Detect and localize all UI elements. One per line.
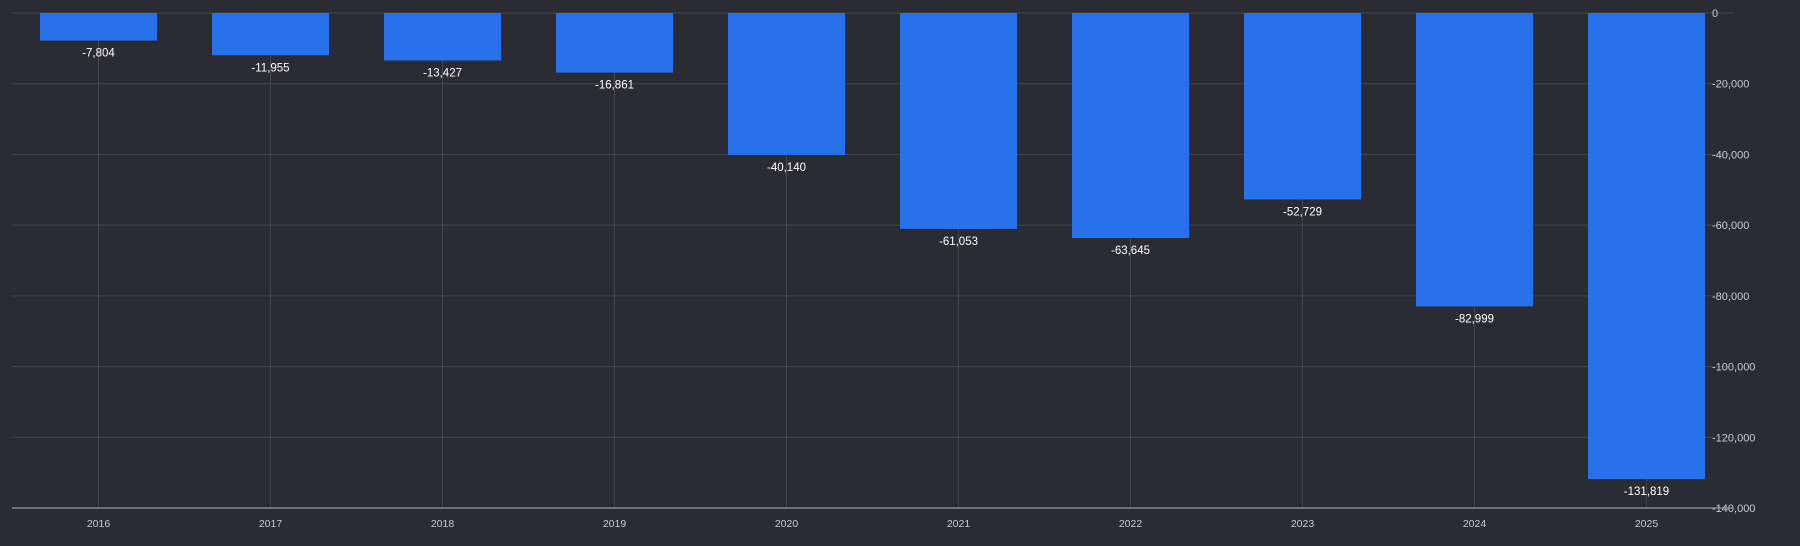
data-label-layer: -7,804 -11,955 -13,427 -16,861 -40,140 -61,05… <box>82 48 1669 498</box>
bar-2025[interactable] <box>1588 13 1705 480</box>
data-label-2019: -16,861 <box>595 80 634 92</box>
y-tick-label: -20,000 <box>1712 79 1749 91</box>
bar-2019[interactable] <box>556 13 673 73</box>
y-tick-label: 0 <box>1712 8 1718 20</box>
x-tick-label-2017: 2017 <box>259 518 283 530</box>
y-tick-label: -60,000 <box>1712 220 1749 232</box>
data-label-2022: -63,645 <box>1111 245 1150 257</box>
data-label-2018: -13,427 <box>423 67 462 79</box>
x-tick-label-2018: 2018 <box>431 518 455 530</box>
data-label-2021: -61,053 <box>939 236 978 248</box>
axis-layer: 0 -20,000 -40,000 -60,000 -80,000 -100,000 -12… <box>12 8 1755 530</box>
y-tick-label: -120,000 <box>1712 432 1755 444</box>
y-tick-label: -40,000 <box>1712 149 1749 161</box>
data-label-2020: -40,140 <box>767 162 806 174</box>
bar-2020[interactable] <box>728 13 845 155</box>
x-tick-label-2022: 2022 <box>1119 518 1143 530</box>
x-tick-label-2023: 2023 <box>1291 518 1315 530</box>
bar-2021[interactable] <box>900 13 1017 229</box>
data-label-2023: -52,729 <box>1283 206 1322 218</box>
data-label-2025: -131,819 <box>1624 486 1669 498</box>
x-tick-label-2016: 2016 <box>87 518 111 530</box>
y-tick-label: -80,000 <box>1712 291 1749 303</box>
bar-2016[interactable] <box>40 13 157 41</box>
x-tick-label-2021: 2021 <box>947 518 971 530</box>
y-tick-label: -100,000 <box>1712 362 1755 374</box>
x-tick-label-2024: 2024 <box>1463 518 1487 530</box>
bar-2018[interactable] <box>384 13 501 61</box>
x-tick-label-2019: 2019 <box>603 518 627 530</box>
data-label-2016: -7,804 <box>82 48 115 60</box>
data-label-2024: -82,999 <box>1455 313 1494 325</box>
bar-2022[interactable] <box>1072 13 1189 239</box>
bar-layer <box>40 13 1705 480</box>
bar-2024[interactable] <box>1416 13 1533 307</box>
x-tick-label-2025: 2025 <box>1635 518 1659 530</box>
data-label-2017: -11,955 <box>251 62 289 74</box>
bar-2023[interactable] <box>1244 13 1361 200</box>
y-tick-label: -140,000 <box>1712 503 1755 515</box>
bar-2017[interactable] <box>212 13 329 56</box>
x-tick-label-2020: 2020 <box>775 518 799 530</box>
